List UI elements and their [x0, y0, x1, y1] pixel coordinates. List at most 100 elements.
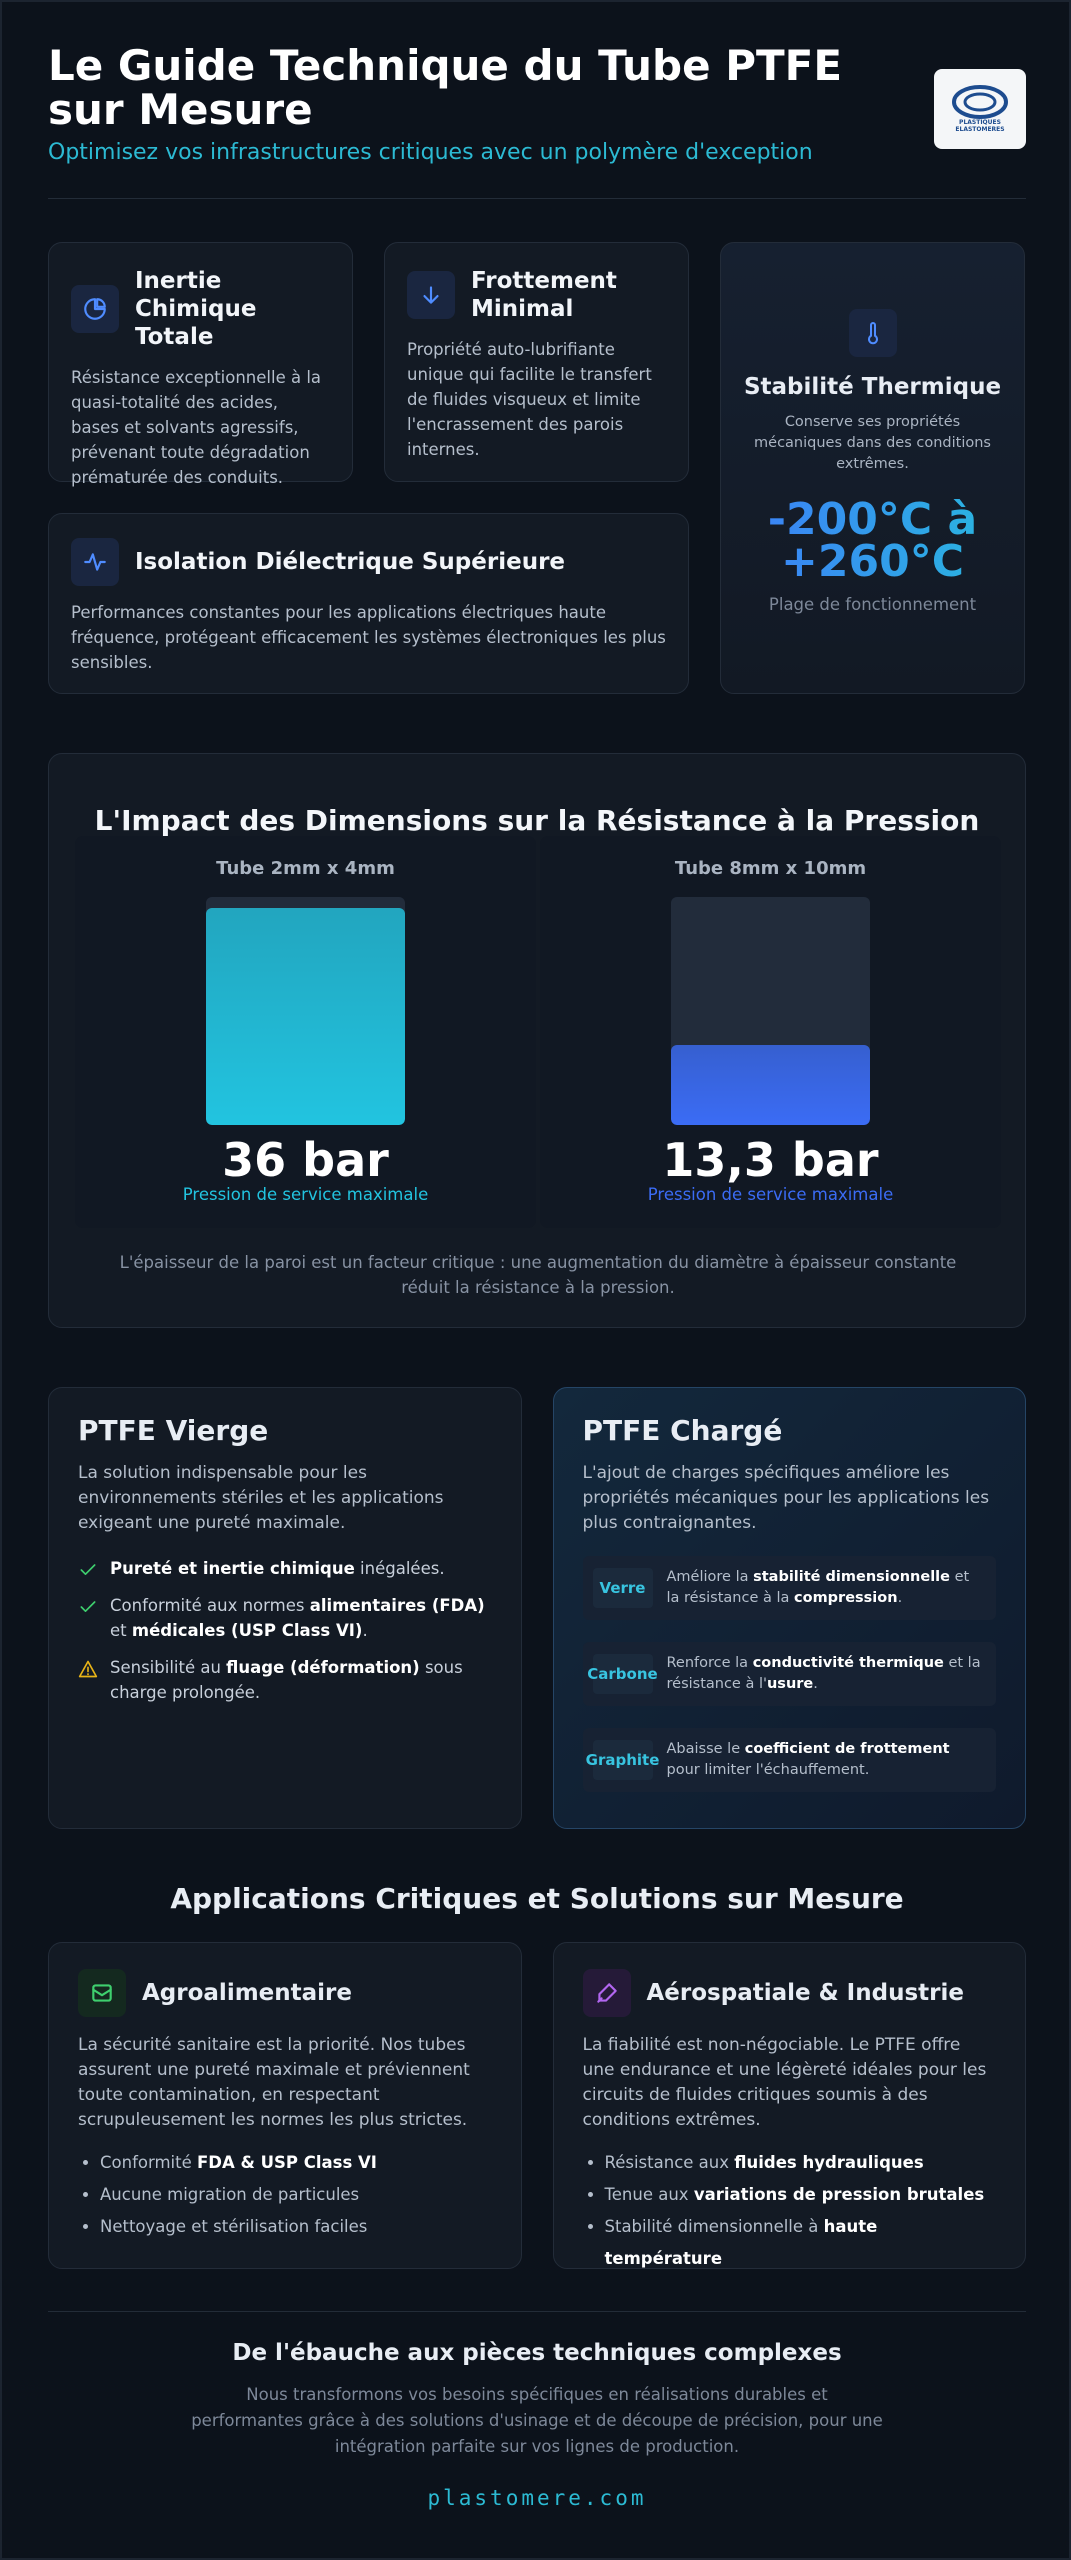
text-part: et la résistance à l' [666, 1655, 981, 1692]
text-part: et [110, 1621, 132, 1640]
bold-text: coefficient de frottement [744, 1741, 950, 1757]
icon-shape [80, 1601, 96, 1612]
card-title: Frottement Minimal [471, 268, 617, 322]
pressure-panel: Tube 8mm x 10mm 13,3 bar Pression de servi… [540, 836, 1001, 1228]
pressure-note: L'épaisseur de la paroi est un facteur c… [119, 1253, 957, 1297]
value-label: 36 bar [222, 1133, 389, 1187]
bar-track [206, 897, 405, 1125]
pressure-panels: Tube 2mm x 4mm 36 bar Pression de service … [75, 836, 1001, 1228]
icon [582, 1969, 631, 2017]
logo-ring [963, 92, 997, 112]
virgin-card: PTFE Vierge La solution indispensable po… [48, 1387, 522, 1829]
logo-ring [952, 85, 1008, 119]
bar [671, 1044, 870, 1125]
card-head: Agroalimentaire [78, 1969, 492, 2017]
icon-shape [597, 1983, 617, 2002]
footer-title: De l'ébauche aux pièces techniques compl… [232, 2340, 842, 2366]
icon-shape [84, 298, 106, 320]
text-part: . [813, 1676, 818, 1692]
bold-text: stabilité dimensionnelle [753, 1569, 950, 1585]
card-head: Frottement Minimal [407, 267, 666, 323]
value-caption: Pression de service maximale [182, 1185, 429, 1204]
icon-shape [596, 1997, 603, 2003]
list-item: Tenue aux variations de pression brutale… [605, 2179, 997, 2211]
filler-text: Améliore la stabilité dimensionnelle et … [667, 1567, 987, 1609]
logo-text: PLASTIQUES [959, 119, 1001, 126]
tube-name: Tube 8mm x 10mm [674, 858, 867, 879]
filler-row: Graphite Abaisse le coefficient de frotte… [582, 1728, 996, 1792]
card-head: Aérospatiale & Industrie [582, 1969, 997, 2017]
bold-text: conductivité thermique [752, 1655, 944, 1671]
value-caption: Pression de service maximale [647, 1185, 894, 1204]
pressure-panel: Tube 2mm x 4mm 36 bar Pression de service … [75, 836, 536, 1228]
point-list: Résistance aux fluides hydrauliquesTenue… [583, 2147, 997, 2275]
filled-card: PTFE Chargé L'ajout de charges spécifiqu… [552, 1387, 1026, 1829]
filler-row: Verre Améliore la stabilité dimensionnell… [582, 1556, 996, 1620]
feature-card: Inertie Chimique Totale Résistance except… [48, 242, 353, 487]
text-part: inégalées. [354, 1559, 445, 1578]
card-title: PTFE Chargé [582, 1414, 783, 1447]
icon [407, 271, 455, 319]
thermometer-icon [867, 322, 878, 345]
card-title: Aérospatiale & Industrie [646, 1980, 964, 2006]
icon-shape [84, 553, 106, 571]
text-part: Renforce la [666, 1655, 753, 1671]
icon-shape [78, 1660, 98, 1678]
icon-shape [867, 322, 878, 345]
applications: Agroalimentaire La sécurité sanitaire est… [48, 1942, 1026, 2269]
application-card: Aérospatiale & Industrie La fiabilité est… [552, 1942, 1026, 2269]
icon-shape [92, 1984, 112, 2002]
range-caption: Plage de fonctionnement [768, 595, 977, 614]
icon-shape [423, 286, 439, 304]
bold-text: fluides hydrauliques [734, 2153, 924, 2172]
filler-row: Carbone Renforce la conductivité thermiqu… [582, 1642, 996, 1706]
text-part: Conformité aux normes [110, 1596, 310, 1615]
text-part: Améliore la [666, 1569, 754, 1585]
icon-shape [80, 1564, 96, 1575]
logo-mark [952, 85, 1008, 119]
card-text: Performances constantes pour les applica… [71, 603, 666, 672]
text-part: Tenue aux [604, 2185, 694, 2204]
card-text: Résistance exceptionnelle à la quasi-tot… [71, 368, 322, 487]
card-intro: La solution indispensable pour les envir… [78, 1463, 444, 1533]
icon-shape [96, 298, 106, 308]
bold-text: usure [766, 1676, 814, 1692]
icon-shape [80, 1601, 96, 1612]
bold-text: compression [794, 1590, 898, 1606]
list-item: Nettoyage et stérilisation faciles [100, 2211, 492, 2243]
text-part: Sensibilité au [110, 1658, 227, 1677]
icon-shape [84, 553, 106, 571]
icon-shape [596, 1983, 617, 2003]
footer-text: Nous transformons vos besoins spécifique… [191, 2385, 883, 2456]
logo: PLASTIQUES ELASTOMERES [934, 69, 1026, 149]
section-title: Applications Critiques et Solutions sur … [170, 1882, 904, 1915]
point-text: Sensibilité au fluage (déformation) sous… [110, 1655, 492, 1705]
text-part: . [362, 1621, 368, 1640]
divider [48, 2311, 1026, 2312]
icon-shape [92, 1984, 112, 2002]
bold-text: Pureté et inertie chimique [110, 1559, 355, 1578]
card-intro: L'ajout de charges spécifiques améliore … [582, 1463, 990, 1533]
point: Sensibilité au fluage (déformation) sous… [78, 1655, 492, 1705]
thermal-card: Stabilité Thermique Conserve ses proprié… [720, 242, 1025, 694]
materials: PTFE Vierge La solution indispensable po… [48, 1387, 1026, 1829]
bold-text: médicales (USP Class VI) [131, 1621, 363, 1640]
bold-text: alimentaires (FDA) [309, 1596, 485, 1615]
filler-name: Carbone [587, 1654, 658, 1694]
filler-text: Abaisse le coefficient de frottement pou… [667, 1739, 987, 1781]
bar [206, 908, 405, 1125]
filler-text: Renforce la conductivité thermique et la… [667, 1653, 987, 1695]
logo-text: ELASTOMERES [955, 126, 1005, 133]
icon [78, 1969, 126, 2017]
text-part: . [897, 1590, 903, 1606]
divider [48, 198, 1026, 199]
text-part: Nettoyage et stérilisation faciles [100, 2217, 368, 2236]
list-item: Résistance aux fluides hydrauliques [605, 2147, 997, 2179]
feature-card: Isolation Diélectrique Supérieure Perform… [48, 513, 689, 694]
card-title: Stabilité Thermique [743, 374, 1002, 400]
icon-shape [84, 298, 106, 320]
card-intro: La sécurité sanitaire est la priorité. N… [78, 2035, 470, 2130]
tube-name: Tube 2mm x 4mm [216, 858, 395, 879]
